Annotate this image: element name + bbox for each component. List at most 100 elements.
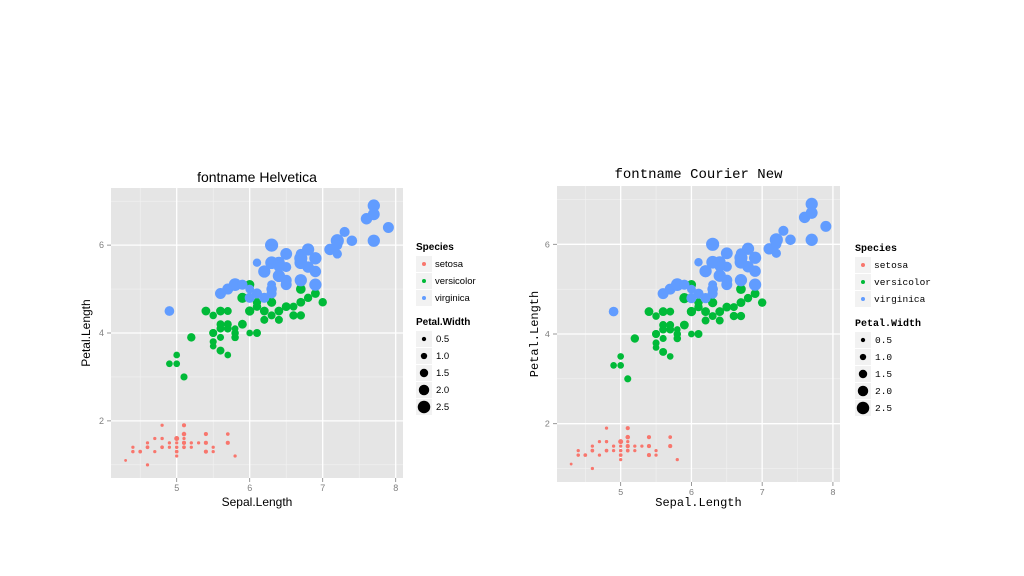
data-point-versicolor: [252, 302, 262, 311]
legend-size-swatch: [418, 384, 430, 396]
data-point-setosa: [189, 445, 193, 449]
data-point-versicolor: [173, 360, 181, 368]
data-point-virginica: [301, 243, 315, 256]
data-point-virginica: [259, 292, 270, 303]
data-point-versicolor: [679, 293, 690, 304]
data-point-virginica: [734, 274, 748, 287]
x-tick-label: 6: [247, 483, 252, 493]
data-point-virginica: [686, 293, 697, 304]
legend-size-swatch: [419, 368, 429, 378]
legend-label-size: 1.0: [436, 351, 449, 362]
data-point-setosa: [654, 448, 658, 453]
data-point-setosa: [225, 432, 230, 436]
data-point-versicolor: [201, 306, 211, 316]
legend-label-size: 2.5: [875, 403, 892, 414]
chart-courier: 5 6 7 8 2 4 6 fontname Courier New Sepal.Length P…: [528, 167, 931, 510]
data-point-versicolor: [231, 329, 239, 337]
x-tick-label: 7: [759, 488, 764, 498]
data-point-virginica: [309, 265, 322, 278]
data-point-setosa: [203, 440, 208, 445]
y-tick-label: 6: [545, 240, 550, 250]
data-point-setosa: [675, 457, 679, 462]
legend-size-swatch: [857, 385, 869, 397]
legend-title-species: Species: [416, 242, 454, 253]
data-point-versicolor: [736, 298, 746, 308]
data-point-setosa: [576, 453, 580, 457]
data-point-setosa: [646, 453, 652, 458]
data-point-virginica: [707, 283, 718, 295]
legend-label-size: 0.5: [436, 334, 449, 345]
data-point-virginica: [237, 279, 248, 290]
legend-size-swatch: [858, 369, 868, 379]
data-point-setosa: [618, 439, 624, 445]
data-point-versicolor: [694, 330, 703, 338]
y-tick-label: 4: [545, 330, 550, 340]
data-point-virginica: [706, 237, 720, 251]
data-point-versicolor: [673, 330, 682, 338]
data-point-versicolor: [310, 289, 320, 298]
data-point-virginica: [720, 247, 733, 260]
data-point-versicolor: [750, 289, 760, 299]
data-point-setosa: [203, 449, 208, 454]
data-point-virginica: [714, 261, 725, 272]
data-point-versicolor: [274, 315, 283, 324]
data-point-setosa: [175, 454, 179, 458]
data-point-virginica: [258, 265, 271, 278]
data-point-versicolor: [722, 302, 732, 312]
data-point-virginica: [608, 306, 619, 317]
data-point-versicolor: [296, 297, 306, 307]
data-point-versicolor: [679, 320, 689, 330]
data-point-setosa: [619, 444, 623, 448]
data-point-setosa: [153, 436, 157, 441]
data-point-setosa: [597, 440, 602, 444]
data-point-versicolor: [289, 302, 298, 311]
data-point-setosa: [225, 440, 230, 445]
data-point-versicolor: [652, 344, 660, 351]
legend-label-size: 2.0: [875, 386, 892, 397]
data-point-virginica: [252, 258, 262, 267]
data-point-virginica: [785, 234, 796, 246]
data-point-setosa: [604, 448, 609, 453]
data-point-setosa: [160, 436, 164, 441]
data-point-virginica: [229, 279, 241, 290]
data-point-setosa: [646, 444, 652, 449]
data-point-versicolor: [187, 333, 196, 342]
data-point-virginica: [778, 225, 789, 236]
data-point-virginica: [273, 262, 284, 273]
data-point-versicolor: [715, 316, 724, 325]
data-point-versicolor: [223, 324, 232, 333]
data-point-setosa: [131, 450, 135, 454]
data-point-virginica: [339, 226, 350, 238]
data-point-setosa: [181, 423, 187, 428]
data-point-versicolor: [266, 297, 277, 307]
data-point-setosa: [618, 453, 623, 457]
data-point-virginica: [294, 251, 308, 265]
data-point-virginica: [382, 222, 394, 234]
data-point-versicolor: [659, 334, 667, 343]
data-point-setosa: [590, 466, 595, 471]
data-point-versicolor: [630, 334, 640, 343]
data-point-versicolor: [267, 311, 276, 320]
y-axis-title: Petal.Length: [79, 299, 93, 366]
data-point-virginica: [368, 208, 380, 220]
x-tick-label: 5: [618, 488, 623, 498]
data-point-versicolor: [295, 284, 306, 294]
data-point-virginica: [749, 265, 761, 277]
data-point-versicolor: [224, 351, 232, 359]
legend-label-size: 1.0: [875, 352, 892, 363]
data-point-versicolor: [296, 311, 306, 320]
legend-size-swatch: [860, 337, 866, 343]
data-point-setosa: [597, 453, 602, 457]
plot-title: fontname Courier New: [614, 167, 783, 183]
data-point-versicolor: [274, 306, 284, 316]
legend-size-swatch: [421, 336, 427, 342]
legend-swatch-versicolor: [422, 279, 426, 283]
data-point-virginica: [687, 284, 696, 294]
data-point-setosa: [590, 444, 595, 448]
data-point-setosa: [167, 445, 171, 449]
x-tick-label: 7: [320, 483, 325, 493]
data-point-setosa: [604, 426, 609, 430]
data-point-versicolor: [658, 307, 668, 317]
data-point-setosa: [233, 454, 237, 458]
